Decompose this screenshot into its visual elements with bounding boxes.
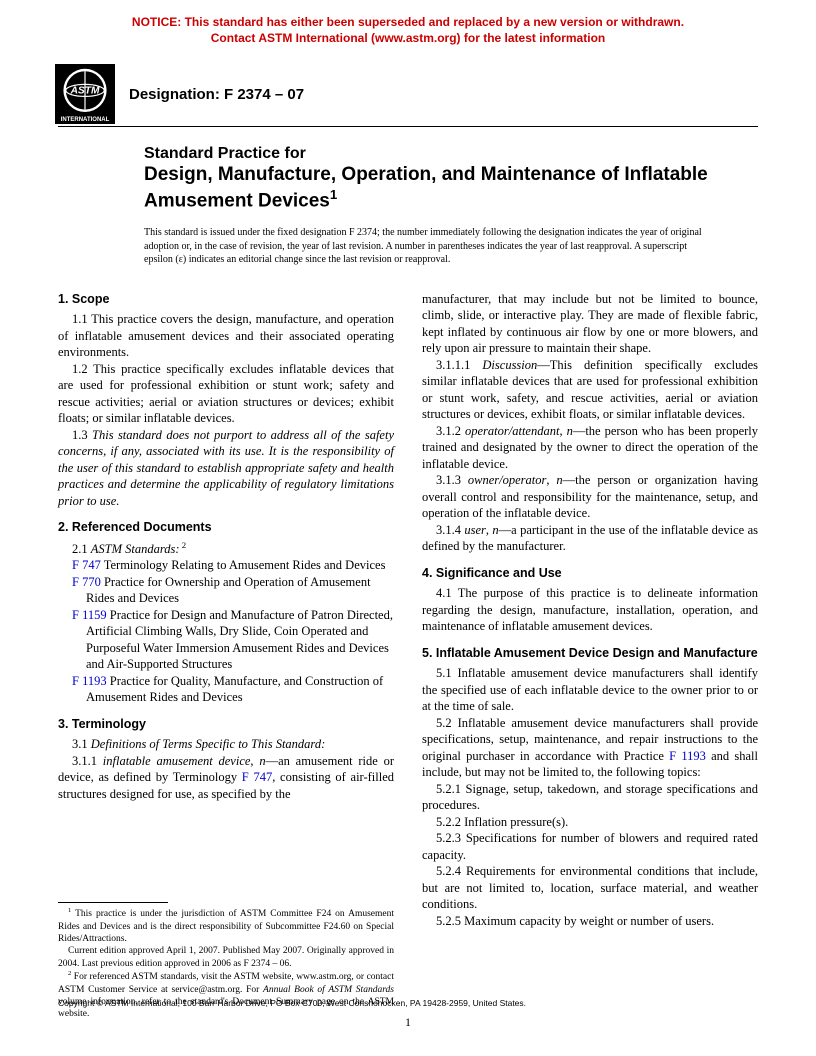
- para-5-2-4: 5.2.4 Requirements for environmental con…: [422, 863, 758, 913]
- link-f1159[interactable]: F 1159: [72, 608, 107, 622]
- para-3-1-1: 3.1.1 inflatable amusement device, n—an …: [58, 753, 394, 803]
- column-right: manufacturer, that may include but not b…: [422, 291, 758, 1021]
- page-number: 1: [0, 1015, 816, 1030]
- logo-top-text: ASTM: [70, 86, 100, 97]
- footnote-1b: Current edition approved April 1, 2007. …: [58, 945, 394, 970]
- ref-f1159: F 1159 Practice for Design and Manufactu…: [58, 607, 394, 673]
- link-f747[interactable]: F 747: [72, 558, 101, 572]
- designation-text: Designation: F 2374 – 07: [129, 86, 304, 103]
- title-block: Standard Practice for Design, Manufactur…: [144, 145, 756, 212]
- para-4-1: 4.1 The purpose of this practice is to d…: [422, 585, 758, 635]
- section-1-head: 1. Scope: [58, 291, 394, 308]
- para-5-2: 5.2 Inflatable amusement device manufact…: [422, 715, 758, 781]
- ref-f1193: F 1193 Practice for Quality, Manufacture…: [58, 673, 394, 706]
- footnote-rule: [58, 902, 168, 903]
- para-5-1: 5.1 Inflatable amusement device manufact…: [422, 665, 758, 715]
- para-5-2-3: 5.2.3 Specifications for number of blowe…: [422, 830, 758, 863]
- link-f747-inline[interactable]: F 747: [242, 770, 272, 784]
- section-2-head: 2. Referenced Documents: [58, 519, 394, 536]
- para-1-2: 1.2 This practice specifically excludes …: [58, 361, 394, 427]
- para-5-2-5: 5.2.5 Maximum capacity by weight or numb…: [422, 913, 758, 930]
- para-1-3: 1.3 This standard does not purport to ad…: [58, 427, 394, 510]
- notice-line2: Contact ASTM International (www.astm.org…: [211, 31, 605, 45]
- header-row: ASTM INTERNATIONAL Designation: F 2374 –…: [0, 46, 816, 124]
- para-3-1-2: 3.1.2 operator/attendant, n—the person w…: [422, 423, 758, 473]
- para-5-2-2: 5.2.2 Inflation pressure(s).: [422, 814, 758, 831]
- para-5-2-1: 5.2.1 Signage, setup, takedown, and stor…: [422, 781, 758, 814]
- para-1-1: 1.1 This practice covers the design, man…: [58, 311, 394, 361]
- link-f1193-inline[interactable]: F 1193: [669, 749, 706, 763]
- section-4-head: 4. Significance and Use: [422, 565, 758, 582]
- link-f1193[interactable]: F 1193: [72, 674, 107, 688]
- title-main: Design, Manufacture, Operation, and Main…: [144, 163, 756, 212]
- footnote-2: 2 For referenced ASTM standards, visit t…: [58, 970, 394, 1021]
- section-3-head: 3. Terminology: [58, 716, 394, 733]
- para-3-1-1-1: 3.1.1.1 Discussion—This definition speci…: [422, 357, 758, 423]
- para-3-1-3: 3.1.3 owner/operator, n—the person or or…: [422, 472, 758, 522]
- body-columns: 1. Scope 1.1 This practice covers the de…: [0, 267, 816, 1021]
- title-lead: Standard Practice for: [144, 145, 756, 163]
- issuance-note: This standard is issued under the fixed …: [144, 226, 704, 267]
- ref-f747: F 747 Terminology Relating to Amusement …: [58, 557, 394, 574]
- para-3-1-1-cont: manufacturer, that may include but not b…: [422, 291, 758, 357]
- header-rule: [58, 126, 758, 127]
- astm-logo: ASTM INTERNATIONAL: [55, 64, 115, 124]
- logo-bottom-text: INTERNATIONAL: [61, 117, 110, 123]
- notice-banner: NOTICE: This standard has either been su…: [0, 0, 816, 46]
- para-3-1-4: 3.1.4 user, n—a participant in the use o…: [422, 522, 758, 555]
- ref-f770: F 770 Practice for Ownership and Operati…: [58, 574, 394, 607]
- copyright-text: Copyright © ASTM International, 100 Barr…: [58, 998, 526, 1008]
- link-f770[interactable]: F 770: [72, 575, 101, 589]
- footnote-1a: 1 This practice is under the jurisdictio…: [58, 907, 394, 945]
- para-2-1: 2.1 ASTM Standards: 2: [58, 540, 394, 558]
- notice-line1: NOTICE: This standard has either been su…: [132, 15, 684, 29]
- para-3-1: 3.1 Definitions of Terms Specific to Thi…: [58, 736, 394, 753]
- section-5-head: 5. Inflatable Amusement Device Design an…: [422, 645, 758, 662]
- column-left: 1. Scope 1.1 This practice covers the de…: [58, 291, 394, 1021]
